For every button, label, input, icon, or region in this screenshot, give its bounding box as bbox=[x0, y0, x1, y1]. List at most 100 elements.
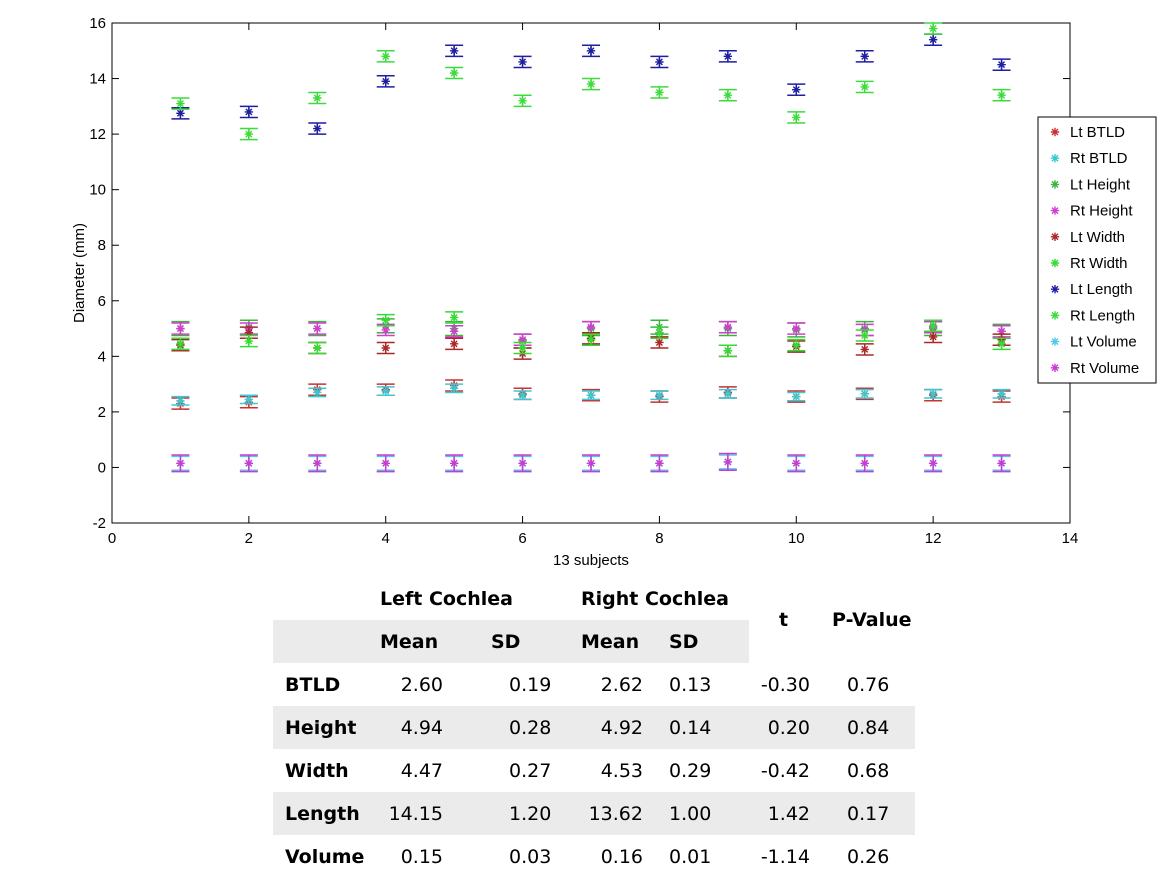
p-value: 0.76 bbox=[847, 673, 890, 696]
point-rt-btld bbox=[792, 392, 801, 401]
x-tick-label: 0 bbox=[108, 530, 116, 547]
point-rt-height bbox=[586, 322, 596, 332]
point-lt-length bbox=[792, 85, 801, 94]
point-rt-volume bbox=[586, 459, 596, 468]
right-sd: 0.01 bbox=[669, 845, 712, 868]
point-lt-length bbox=[176, 109, 185, 118]
y-tick-label: 6 bbox=[98, 293, 106, 310]
point-rt-length bbox=[381, 52, 390, 61]
statistics-table: Left Cochlea Right Cochlea t P-Value Mea… bbox=[273, 577, 915, 878]
point-rt-btld bbox=[176, 396, 185, 405]
left-mean: 14.15 bbox=[380, 792, 491, 835]
point-rt-volume bbox=[381, 459, 390, 468]
y-tick-label: 2 bbox=[98, 404, 106, 421]
t-value: 0.20 bbox=[749, 706, 818, 749]
point-rt-btld bbox=[244, 395, 254, 404]
point-rt-length bbox=[860, 82, 869, 92]
legend-entry: Lt Length bbox=[1070, 281, 1133, 298]
point-rt-length bbox=[928, 24, 938, 33]
legend-marker bbox=[1050, 285, 1060, 294]
point-rt-length bbox=[518, 96, 527, 105]
legend-entry: Rt Length bbox=[1070, 307, 1135, 324]
left-sd: 0.28 bbox=[491, 706, 581, 749]
legend-marker bbox=[1050, 180, 1060, 189]
row-label: Height bbox=[273, 706, 380, 749]
table-row-width: Width 4.47 0.27 4.53 0.29 -0.42 0.68 bbox=[273, 749, 915, 792]
point-rt-height bbox=[792, 324, 801, 333]
point-lt-length bbox=[860, 52, 869, 61]
row-label: Volume bbox=[285, 845, 365, 868]
point-lt-width bbox=[449, 339, 459, 349]
point-rt-width bbox=[997, 339, 1006, 349]
y-tick-label: 0 bbox=[98, 459, 106, 476]
right-sd: 0.13 bbox=[669, 673, 712, 696]
point-rt-width bbox=[860, 331, 869, 340]
p-value-header: P-Value bbox=[832, 609, 912, 631]
point-rt-width bbox=[928, 321, 938, 330]
point-rt-volume bbox=[723, 457, 733, 467]
p-value: 0.84 bbox=[818, 706, 915, 749]
x-tick-label: 10 bbox=[788, 530, 805, 547]
x-tick-label: 6 bbox=[518, 530, 526, 547]
right-sd: 0.14 bbox=[669, 706, 749, 749]
table-row-length: Length 14.15 1.20 13.62 1.00 1.42 0.17 bbox=[273, 792, 915, 835]
left-sd: 1.20 bbox=[491, 792, 581, 835]
point-rt-volume bbox=[655, 459, 664, 468]
point-rt-width bbox=[449, 313, 459, 322]
row-label: BTLD bbox=[285, 673, 341, 696]
point-rt-width bbox=[244, 336, 254, 346]
point-rt-btld bbox=[860, 389, 869, 399]
point-rt-width bbox=[586, 335, 596, 344]
point-lt-length bbox=[997, 60, 1006, 69]
legend-entry: Rt BTLD bbox=[1070, 150, 1128, 167]
y-tick-label: 14 bbox=[89, 71, 106, 88]
point-lt-length bbox=[449, 46, 459, 55]
t-value: -0.30 bbox=[760, 673, 810, 696]
x-axis-label: 13 subjects bbox=[553, 552, 629, 569]
legend-marker bbox=[1050, 337, 1060, 346]
point-rt-length bbox=[449, 68, 459, 78]
x-tick-label: 2 bbox=[245, 530, 253, 547]
point-rt-volume bbox=[313, 459, 322, 468]
point-rt-length bbox=[176, 99, 185, 108]
point-lt-length bbox=[244, 107, 254, 117]
table-row-btld: BTLD 2.60 0.19 2.62 0.13 -0.30 0.76 bbox=[273, 663, 915, 706]
left-mean: 4.47 bbox=[400, 759, 443, 782]
point-rt-length bbox=[313, 93, 322, 103]
x-tick-label: 12 bbox=[925, 530, 942, 547]
left-mean: 0.15 bbox=[400, 845, 443, 868]
y-tick-label: 8 bbox=[98, 237, 106, 254]
point-rt-btld bbox=[313, 388, 322, 397]
point-rt-btld bbox=[655, 391, 664, 400]
right-mean: 4.53 bbox=[600, 759, 643, 782]
point-rt-height bbox=[518, 335, 527, 344]
p-value: 0.26 bbox=[847, 845, 890, 868]
point-rt-height bbox=[449, 327, 459, 336]
point-rt-length bbox=[723, 91, 733, 100]
left-mean-header: Mean bbox=[380, 620, 491, 663]
legend-entry: Rt Height bbox=[1070, 203, 1133, 220]
right-sd: 1.00 bbox=[669, 792, 749, 835]
point-lt-width bbox=[381, 343, 390, 353]
point-rt-width bbox=[176, 339, 185, 349]
p-value: 0.68 bbox=[847, 759, 890, 782]
point-rt-width bbox=[518, 343, 527, 353]
right-mean-header: Mean bbox=[581, 620, 669, 663]
right-mean: 13.62 bbox=[581, 792, 669, 835]
point-rt-volume bbox=[176, 459, 185, 468]
legend-marker bbox=[1050, 127, 1060, 137]
left-mean: 4.94 bbox=[380, 706, 491, 749]
point-lt-length bbox=[723, 52, 733, 61]
legend-marker bbox=[1050, 232, 1060, 241]
point-rt-height bbox=[313, 324, 322, 333]
legend-entry: Rt Volume bbox=[1070, 360, 1139, 377]
point-lt-length bbox=[586, 46, 596, 55]
p-value: 0.17 bbox=[818, 792, 915, 835]
point-rt-height bbox=[997, 327, 1006, 336]
point-lt-length bbox=[928, 35, 938, 44]
legend-entry: Rt Width bbox=[1070, 255, 1128, 272]
legend-entry: Lt Height bbox=[1070, 176, 1131, 193]
point-rt-volume bbox=[928, 459, 938, 468]
point-lt-width bbox=[928, 332, 938, 342]
left-sd: 0.03 bbox=[509, 845, 552, 868]
